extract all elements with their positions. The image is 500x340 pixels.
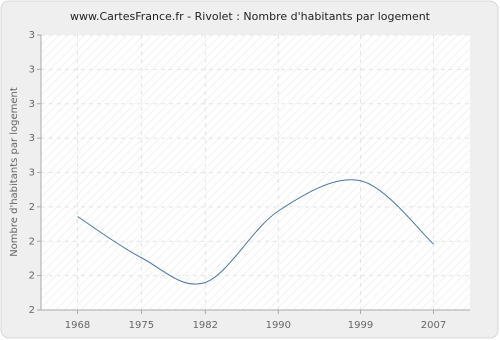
x-tick-label: 1982 [193,320,218,331]
y-tick-label: 2 [29,305,35,316]
chart-title: www.CartesFrance.fr - Rivolet : Nombre d… [70,10,431,23]
y-tick-label: 2 [29,236,35,247]
line-series [77,179,434,285]
x-tick-label: 1968 [65,320,90,331]
y-tick-label: 3 [29,64,35,75]
x-tick-label: 1975 [129,320,154,331]
x-tick-label: 1999 [348,320,373,331]
y-tick-label: 3 [29,133,35,144]
y-tick-label: 3 [29,168,35,179]
plot-area [41,35,470,310]
y-tick-label: 2 [29,271,35,282]
x-tick-label: 2007 [421,320,446,331]
y-tick-label: 3 [29,30,35,41]
y-axis-label: Nombre d'habitants par logement [9,87,20,257]
x-tick-label: 1990 [266,320,291,331]
y-tick-label: 2 [29,202,35,213]
y-tick-label: 3 [29,99,35,110]
